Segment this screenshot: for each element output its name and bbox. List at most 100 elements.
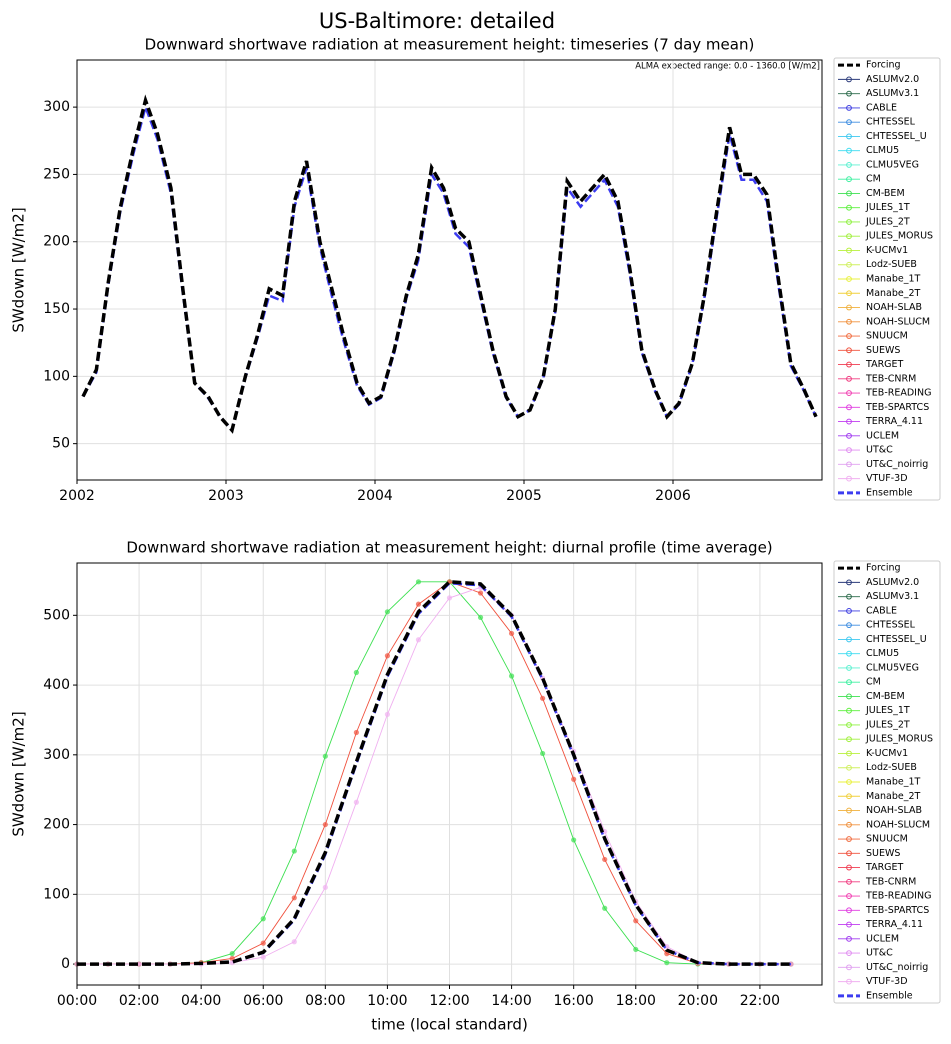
series-marker xyxy=(508,673,515,679)
legend-marker xyxy=(846,764,852,771)
legend-label: NOAH-SLUCM xyxy=(866,819,930,830)
legend-label: NOAH-SLAB xyxy=(866,302,922,313)
legend-marker xyxy=(846,593,852,600)
legend-label: TEB-CNRM xyxy=(865,373,916,384)
legend-label: K-UCMv1 xyxy=(866,748,908,759)
legend-box xyxy=(833,560,941,1004)
axes-frame xyxy=(76,562,823,986)
series-marker xyxy=(540,750,546,757)
series-marker xyxy=(540,695,546,701)
legend-label: CABLE xyxy=(866,605,897,616)
series-line xyxy=(77,581,791,965)
legend-label: CM xyxy=(866,677,881,688)
series-marker xyxy=(415,637,422,643)
legend-marker xyxy=(846,119,852,126)
y-tick-label: 200 xyxy=(43,817,70,833)
legend-label: CABLE xyxy=(866,102,897,113)
legend-label: SUEWS xyxy=(866,848,900,859)
series-line xyxy=(77,581,791,965)
legend-label: ASLUMv3.1 xyxy=(866,88,919,99)
legend-marker xyxy=(846,821,852,828)
legend-label: CM-BEM xyxy=(866,691,905,702)
legend-label: TARGET xyxy=(865,862,904,873)
legend-marker xyxy=(846,261,852,268)
legend-label: JULES_2T xyxy=(865,216,910,227)
legend-label: TEB-SPARTCS xyxy=(865,905,929,916)
legend-marker xyxy=(846,375,852,382)
x-tick-label: 18:00 xyxy=(616,993,656,1009)
legend-marker xyxy=(846,650,852,657)
legend-label: Manabe_2T xyxy=(866,288,921,299)
legend-marker xyxy=(846,390,852,396)
legend-marker xyxy=(846,850,852,857)
x-tick-label: 20:00 xyxy=(678,993,718,1009)
legend-label: TERRA_4.11 xyxy=(865,416,923,427)
legend-label: CM xyxy=(866,174,881,185)
series-marker xyxy=(384,609,391,615)
series-marker xyxy=(291,848,297,854)
legend-label: TEB-READING xyxy=(865,388,931,399)
legend-marker xyxy=(846,162,852,168)
legend-label: UT&C_noirrig xyxy=(866,962,928,973)
legend-label: TERRA_4.11 xyxy=(865,919,923,930)
legend-marker xyxy=(846,707,852,714)
legend-marker xyxy=(846,133,852,140)
legend-label: CLMU5 xyxy=(866,648,899,659)
legend-marker xyxy=(846,475,852,482)
series-marker xyxy=(415,601,422,607)
legend-label: CM-BEM xyxy=(866,188,905,199)
legend-marker xyxy=(846,636,852,643)
series-marker xyxy=(260,954,266,960)
series-marker xyxy=(477,614,484,621)
legend-marker xyxy=(846,608,852,614)
series-marker xyxy=(291,895,297,901)
legend-marker xyxy=(846,347,852,354)
legend-label: VTUF-3D xyxy=(866,976,908,987)
legend-label: TEB-READING xyxy=(865,891,931,902)
legend-marker xyxy=(846,147,852,154)
legend-label: CLMU5VEG xyxy=(866,159,919,170)
legend-label: CHTESSEL_U xyxy=(866,634,927,645)
legend-marker xyxy=(846,204,852,211)
legend-marker xyxy=(846,935,852,942)
legend-marker xyxy=(846,461,852,468)
x-tick-label: 2005 xyxy=(506,488,542,504)
legend-marker xyxy=(846,76,852,83)
legend-marker xyxy=(846,90,852,97)
legend-label: Forcing xyxy=(866,563,901,574)
legend-marker xyxy=(846,176,852,183)
x-tick-label: 2002 xyxy=(59,488,95,504)
legend-marker xyxy=(846,679,852,686)
legend-label: TEB-CNRM xyxy=(865,876,916,887)
legend-marker xyxy=(846,418,852,425)
x-tick-label: 14:00 xyxy=(491,993,531,1009)
annotation: ALMA expected range: 0.0 - 1360.0 [W/m2] xyxy=(635,62,820,72)
legend-label: SNUUCM xyxy=(866,331,908,342)
series-marker xyxy=(477,590,484,596)
y-axis-label: SWdown [W/m2] xyxy=(10,711,28,836)
axes-title: Downward shortwave radiation at measurem… xyxy=(126,539,772,557)
legend-label: CHTESSEL_U xyxy=(866,131,927,142)
legend-marker xyxy=(846,447,852,453)
x-tick-label: 12:00 xyxy=(429,993,469,1009)
legend-label: ASLUMv3.1 xyxy=(866,591,919,602)
series-marker xyxy=(415,579,422,585)
legend-label: ASLUMv2.0 xyxy=(866,74,919,85)
legend-label: Ensemble xyxy=(866,487,913,498)
legend-marker xyxy=(846,921,852,928)
x-axis-label: time (local standard) xyxy=(371,1016,528,1034)
legend-label: Manabe_1T xyxy=(866,274,921,285)
legend-marker xyxy=(846,318,852,325)
legend-label: UT&C xyxy=(866,445,893,456)
legend-marker xyxy=(846,290,852,297)
y-tick-label: 100 xyxy=(43,368,70,384)
series-marker xyxy=(602,856,608,863)
legend-label: UCLEM xyxy=(866,933,899,944)
legend-marker xyxy=(846,247,852,254)
figure-title: US-Baltimore: detailed xyxy=(319,9,555,33)
legend-marker xyxy=(846,190,852,197)
y-tick-label: 300 xyxy=(43,747,70,763)
legend-marker xyxy=(846,793,852,800)
legend-label: Manabe_2T xyxy=(866,791,921,802)
series-marker xyxy=(664,944,670,950)
